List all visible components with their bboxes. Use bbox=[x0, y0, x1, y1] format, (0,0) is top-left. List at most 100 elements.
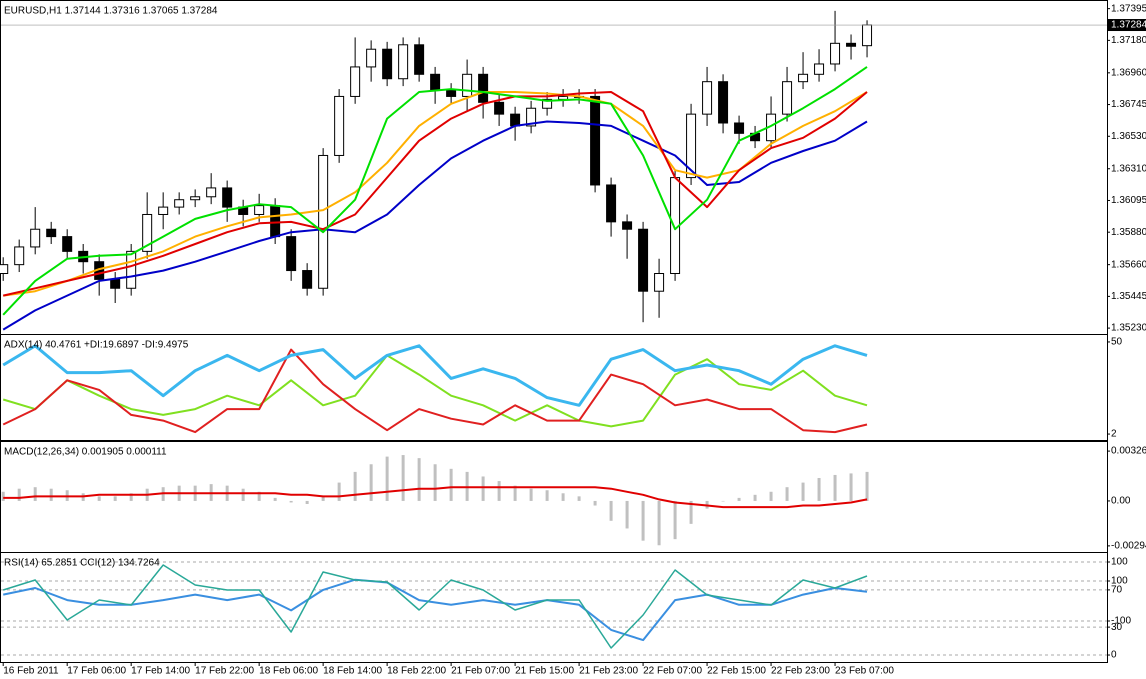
histogram-bar bbox=[641, 500, 645, 541]
candle-body bbox=[654, 273, 665, 292]
histogram-bar bbox=[545, 490, 549, 501]
y-tick-label: 1.36745 bbox=[1111, 99, 1146, 110]
candle-body bbox=[142, 213, 153, 252]
time-label: 22 Feb 23:00 bbox=[771, 666, 830, 677]
candle-body bbox=[30, 228, 41, 248]
indicator-line bbox=[2, 354, 868, 428]
y-tick-label: 1.36960 bbox=[1111, 67, 1146, 78]
histogram-bar bbox=[449, 468, 453, 501]
histogram-bar bbox=[673, 500, 677, 540]
price-box bbox=[1108, 19, 1146, 32]
candle-body bbox=[110, 278, 121, 289]
candle-body bbox=[798, 73, 809, 83]
candle-body bbox=[638, 228, 649, 292]
histogram-bar bbox=[289, 500, 293, 503]
y-tick-label: 100 bbox=[1111, 576, 1128, 587]
time-label: 21 Feb 23:00 bbox=[579, 666, 638, 677]
candle-body bbox=[126, 250, 137, 289]
histogram-bar bbox=[337, 482, 341, 501]
histogram-bar bbox=[609, 500, 613, 521]
candle-body bbox=[350, 66, 361, 97]
histogram-bar bbox=[625, 500, 629, 529]
y-tick-label: 2 bbox=[1111, 429, 1117, 440]
candle-body bbox=[206, 187, 217, 198]
time-label: 21 Feb 15:00 bbox=[515, 666, 574, 677]
time-label: 18 Feb 14:00 bbox=[323, 666, 382, 677]
panel-title: MACD(12,26,34) 0.001905 0.000111 bbox=[4, 447, 167, 458]
time-label: 17 Feb 22:00 bbox=[195, 666, 254, 677]
histogram-bar bbox=[49, 488, 53, 501]
histogram-bar bbox=[257, 491, 261, 501]
y-tick-label: 1.35660 bbox=[1111, 259, 1146, 270]
y-tick-label: 1.36095 bbox=[1111, 195, 1146, 206]
histogram-bar bbox=[305, 500, 309, 504]
histogram-bar bbox=[785, 487, 789, 501]
histogram-bar bbox=[529, 488, 533, 501]
indicator-line bbox=[3, 486, 868, 509]
candle-body bbox=[542, 98, 553, 109]
indicator-line bbox=[2, 120, 868, 331]
histogram-bar bbox=[497, 481, 501, 501]
histogram-bar bbox=[833, 474, 837, 501]
histogram-bar bbox=[721, 500, 725, 502]
candle-body bbox=[734, 122, 745, 134]
candle-body bbox=[846, 42, 857, 47]
candle-body bbox=[606, 184, 617, 223]
candle-body bbox=[366, 48, 377, 68]
panel-frame bbox=[0, 441, 1108, 553]
y-tick-label: 50 bbox=[1111, 337, 1123, 348]
histogram-bar bbox=[385, 456, 389, 501]
histogram-bar bbox=[113, 496, 117, 501]
time-label: 17 Feb 06:00 bbox=[67, 666, 126, 677]
histogram-bar bbox=[737, 497, 741, 501]
histogram-bar bbox=[1, 491, 5, 501]
time-label: 17 Feb 14:00 bbox=[131, 666, 190, 677]
histogram-bar bbox=[33, 487, 37, 501]
candle-body bbox=[254, 205, 265, 215]
candle-body bbox=[494, 101, 505, 115]
candle-body bbox=[414, 44, 425, 75]
y-tick-label: 0.00 bbox=[1111, 496, 1131, 507]
candle-body bbox=[510, 113, 521, 127]
y-tick-label: 1.36310 bbox=[1111, 163, 1146, 174]
panel-title: RSI(14) 65.2851 CCI(12) 134.7264 bbox=[4, 558, 160, 569]
candle-body bbox=[174, 199, 185, 208]
panel-frame bbox=[0, 552, 1108, 663]
candle-body bbox=[62, 236, 73, 252]
candle-body bbox=[782, 81, 793, 115]
time-label: 23 Feb 07:00 bbox=[835, 666, 894, 677]
indicator-line bbox=[2, 348, 868, 434]
y-tick-label: 0 bbox=[1111, 650, 1117, 661]
y-tick-label: 1.35445 bbox=[1111, 291, 1146, 302]
histogram-bar bbox=[801, 482, 805, 501]
candle-body bbox=[382, 48, 393, 80]
candle-body bbox=[462, 73, 473, 97]
y-tick-label: 100 bbox=[1111, 557, 1128, 568]
candle-body bbox=[398, 44, 409, 80]
candle-body bbox=[526, 107, 537, 127]
candle-body bbox=[270, 205, 281, 238]
indicator-line bbox=[3, 91, 868, 297]
y-tick-label: 30 bbox=[1111, 622, 1123, 633]
candle-body bbox=[718, 81, 729, 124]
histogram-bar bbox=[561, 493, 565, 501]
candle-body bbox=[622, 221, 633, 230]
candle-body bbox=[830, 42, 841, 65]
y-tick-label: 1.37180 bbox=[1111, 35, 1146, 46]
indicator-line bbox=[2, 564, 868, 649]
panel-title: ADX(14) 40.4761 +DI:19.6897 -DI:9.4975 bbox=[4, 340, 189, 351]
candle-body bbox=[334, 95, 345, 156]
y-tick-label: 1.37395 bbox=[1111, 3, 1146, 14]
time-label: 21 Feb 07:00 bbox=[451, 666, 510, 677]
y-tick-label: 1.36530 bbox=[1111, 131, 1146, 142]
histogram-bar bbox=[689, 500, 693, 524]
price-label: 1.37284 bbox=[1111, 20, 1146, 31]
candle-body bbox=[814, 63, 825, 75]
histogram-bar bbox=[353, 471, 357, 501]
candle-body bbox=[190, 196, 201, 201]
candle-body bbox=[14, 246, 25, 266]
histogram-bar bbox=[129, 493, 133, 501]
time-label: 18 Feb 06:00 bbox=[259, 666, 318, 677]
candle-body bbox=[318, 154, 329, 289]
